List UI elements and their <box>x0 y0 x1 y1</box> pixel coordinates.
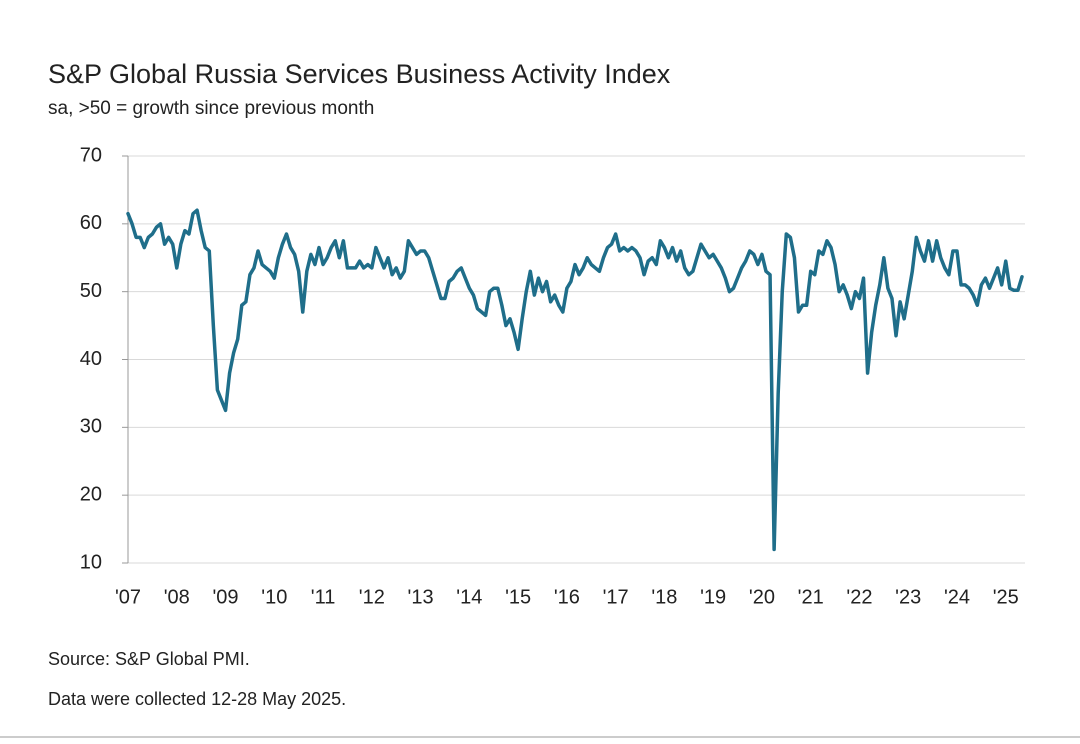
x-tick-label: '12 <box>359 586 385 608</box>
x-tick-label: '22 <box>846 586 872 608</box>
x-tick-label: '18 <box>651 586 677 608</box>
x-tick-label: '11 <box>311 586 336 608</box>
source-note: Source: S&P Global PMI. <box>48 649 250 669</box>
y-tick-label: 60 <box>80 212 102 234</box>
collection-note: Data were collected 12-28 May 2025. <box>48 689 346 709</box>
x-tick-label: '15 <box>505 586 531 608</box>
y-tick-label: 20 <box>80 483 102 505</box>
data-line <box>126 208 1024 552</box>
x-tick-label: '13 <box>408 586 434 608</box>
y-tick-label: 70 <box>80 144 102 166</box>
x-tick-label: '09 <box>212 586 238 608</box>
x-tick-label: '17 <box>603 586 629 608</box>
y-tick-label: 10 <box>80 551 102 573</box>
chart-title: S&P Global Russia Services Business Acti… <box>48 59 671 89</box>
x-tick-label: '24 <box>944 586 970 608</box>
x-tick-label: '07 <box>115 586 141 608</box>
x-tick-label: '14 <box>456 586 482 608</box>
x-tick-label: '25 <box>993 586 1019 608</box>
chart-subtitle: sa, >50 = growth since previous month <box>48 98 374 119</box>
y-tick-label: 50 <box>80 280 102 302</box>
x-tick-label: '23 <box>895 586 921 608</box>
y-tick-label: 40 <box>80 348 102 370</box>
x-tick-label: '21 <box>798 586 824 608</box>
x-tick-label: '16 <box>554 586 580 608</box>
y-tick-label: 30 <box>80 416 102 438</box>
x-tick-label: '08 <box>164 586 190 608</box>
x-tick-label: '10 <box>261 586 287 608</box>
x-tick-label: '20 <box>749 586 775 608</box>
x-tick-label: '19 <box>700 586 726 608</box>
